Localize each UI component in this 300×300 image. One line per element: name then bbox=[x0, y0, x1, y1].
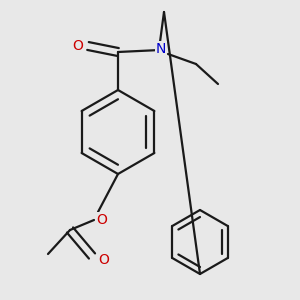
Text: O: O bbox=[73, 39, 83, 53]
Text: O: O bbox=[99, 253, 110, 267]
Text: N: N bbox=[156, 42, 166, 56]
Text: O: O bbox=[97, 213, 107, 227]
